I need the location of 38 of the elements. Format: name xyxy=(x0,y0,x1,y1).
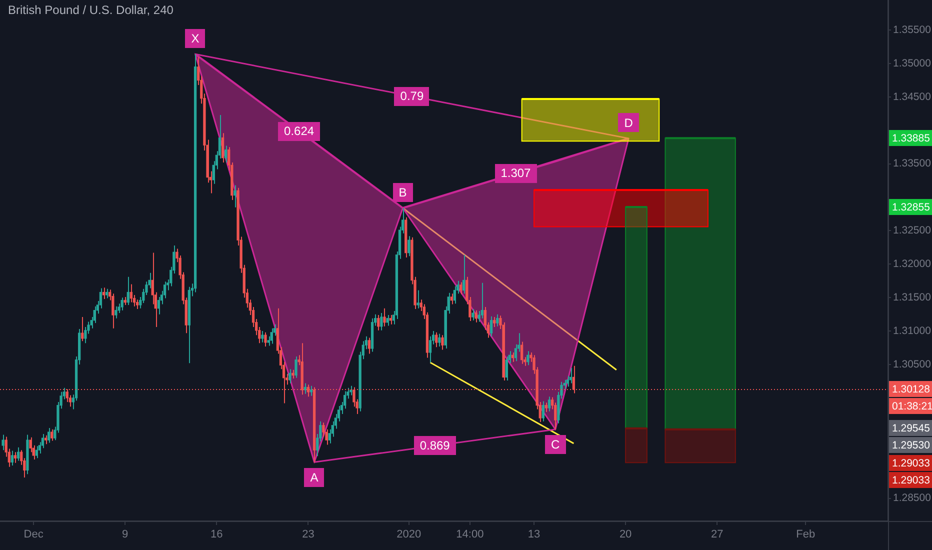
series-label: 0.624 xyxy=(284,124,314,138)
y-tick-label: 1.33500 xyxy=(893,158,932,170)
y-tick-label: 1.31000 xyxy=(893,324,932,337)
data-label: D xyxy=(624,116,634,130)
series-label: 0.869 xyxy=(420,438,450,453)
x-tick-label: 16 xyxy=(210,528,223,541)
x-tick-label: Dec xyxy=(24,528,44,541)
y-tick-label: 1.30500 xyxy=(893,358,932,370)
series-label: 1.307 xyxy=(500,166,532,180)
annotation: 1.33885 xyxy=(892,132,930,144)
y-tick-label: 1.35500 xyxy=(893,24,932,36)
series-label: 0.79 xyxy=(400,89,424,104)
x-tick-label: 13 xyxy=(528,528,540,541)
annotation: 1.29033 xyxy=(892,457,930,470)
x-tick-label: 2020 xyxy=(396,528,422,541)
ref-line-label: 1.30128 xyxy=(892,383,930,396)
text: 1.29530 xyxy=(892,439,930,452)
y-tick-label: 1.34500 xyxy=(893,90,932,103)
text: 1.29033 xyxy=(892,474,930,486)
x-tick-label: 27 xyxy=(710,528,724,541)
chart-title: British Pound / U.S. Dollar, 240 xyxy=(8,3,174,17)
x-tick-label: Feb xyxy=(796,528,816,541)
x-tick-label: 23 xyxy=(302,528,314,541)
data-label: C xyxy=(551,438,560,452)
annotation: 1.29545 xyxy=(892,422,930,434)
x-tick-label: 20 xyxy=(619,528,632,541)
y-tick-label: 1.35000 xyxy=(893,57,932,70)
x-tick-label: 14:00 xyxy=(456,528,484,541)
data-label: A xyxy=(310,470,318,484)
y-tick-label: 1.31500 xyxy=(893,292,932,304)
text: 01:38:21 xyxy=(892,400,932,412)
data-label: X xyxy=(191,31,200,46)
x-tick-label: 9 xyxy=(122,528,128,541)
y-tick-label: 1.32000 xyxy=(893,258,932,270)
y-tick-label: 1.28500 xyxy=(893,492,932,504)
annotation: 1.32855 xyxy=(892,201,930,214)
data-label: B xyxy=(398,185,407,200)
y-tick-label: 1.32500 xyxy=(893,224,932,237)
